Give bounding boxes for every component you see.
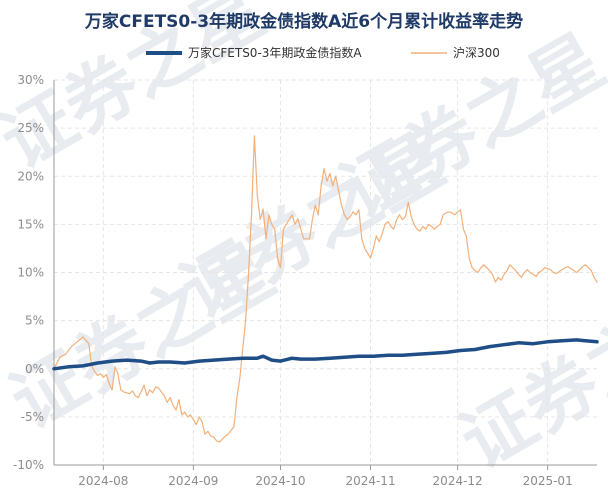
series-line-fund xyxy=(52,338,599,371)
y-tick-label: 25% xyxy=(17,121,44,135)
legend-label-fund: 万家CFETS0-3年期政金债指数A xyxy=(188,45,362,60)
chart-title: 万家CFETS0-3年期政金债指数A近6个月累计收益率走势 xyxy=(84,11,523,32)
watermark-text: 证券之星 xyxy=(447,268,608,485)
y-tick-label: 10% xyxy=(17,266,44,280)
x-tick-label: 2024-09 xyxy=(168,474,218,488)
y-tick-label: 20% xyxy=(17,169,44,183)
series-line-index xyxy=(53,135,598,443)
x-tick-label: 2024-11 xyxy=(345,474,395,488)
x-tick-label: 2024-10 xyxy=(255,474,305,488)
grid xyxy=(54,79,597,466)
watermark-layer: 证券之星 证券之星 证券之星 证券之星 证券之星 xyxy=(0,0,608,485)
y-tick-label: -5% xyxy=(21,410,44,424)
legend-label-index: 沪深300 xyxy=(453,46,500,60)
x-tick-label: 2024-12 xyxy=(433,474,483,488)
x-tick-label: 2024-08 xyxy=(78,474,128,488)
x-axis: 2024-08 2024-09 2024-10 2024-11 2024-12 2025-… xyxy=(54,464,597,488)
legend: 万家CFETS0-3年期政金债指数A 沪深300 xyxy=(146,45,500,60)
y-axis: 30% 25% 20% 15% 10% 5% 0% -5% -10% xyxy=(13,73,55,472)
y-tick-label: 5% xyxy=(25,314,44,328)
x-tick-label: 2025-01 xyxy=(523,474,573,488)
y-tick-label: 0% xyxy=(25,362,44,376)
y-tick-label: 30% xyxy=(17,73,44,87)
y-tick-label: 15% xyxy=(17,217,44,231)
plot-area xyxy=(52,135,599,443)
y-tick-label: -10% xyxy=(13,458,44,472)
